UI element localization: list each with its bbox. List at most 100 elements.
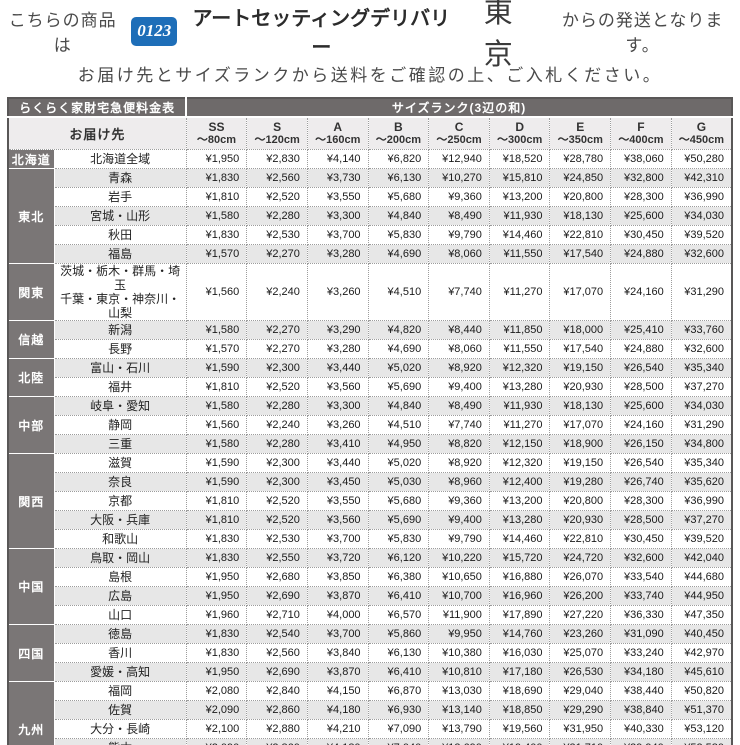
price-cell: ¥8,920 [428,453,490,473]
price-cell: ¥8,440 [428,320,490,340]
price-cell: ¥34,030 [670,396,733,416]
price-cell: ¥2,690 [246,586,308,606]
size-header-row: お届け先 SS ～80cm S ～120cm A ～160cm B ～200cm C ～250cm… [7,116,733,150]
price-cell: ¥2,520 [246,377,308,397]
price-cell: ¥17,540 [549,244,612,264]
destination-cell: 鳥取・岡山 [53,548,187,568]
table-row: 島根 ¥1,950 ¥2,680 ¥3,850 ¥6,380 ¥10,650 ¥16,880… [8,567,733,587]
price-cell: ¥2,520 [246,187,308,207]
destination-cell: 秋田 [53,225,187,245]
price-cell: ¥50,280 [670,149,733,169]
price-cell: ¥18,900 [549,434,612,454]
price-cell: ¥2,280 [246,206,308,226]
size-limit-label: ～80cm [196,134,237,146]
price-cell: ¥6,120 [367,548,430,568]
price-cell: ¥36,990 [670,187,733,207]
destination-cell: 愛媛・高知 [53,662,187,682]
price-cell: ¥18,690 [488,681,551,701]
price-cell: ¥2,270 [246,339,308,359]
price-cell: ¥10,810 [428,662,490,682]
size-limit-label: ～160cm [315,134,361,146]
price-cell: ¥2,840 [246,681,308,701]
price-cell: ¥8,060 [428,339,490,359]
price-cell: ¥4,210 [306,719,369,739]
destination-cell: 島根 [53,567,187,587]
price-cell: ¥33,540 [610,567,672,587]
table-title: らくらく家財宅急便料金表 [6,97,188,118]
price-cell: ¥3,550 [306,187,369,207]
size-rank-label: E [576,120,585,134]
price-cell: ¥12,400 [488,472,551,492]
price-cell: ¥26,200 [549,586,612,606]
price-cell: ¥13,200 [488,491,551,511]
price-cell: ¥24,160 [610,263,672,321]
price-cell: ¥31,290 [670,415,733,435]
size-column-header: F ～400cm [610,116,672,150]
price-cell: ¥39,520 [670,225,733,245]
price-cell: ¥38,840 [610,700,672,720]
price-cell: ¥9,400 [428,510,490,530]
page-header: こちらの商品は 0123 アートセッティングデリバリー 東京 からの発送となりま… [0,0,740,86]
size-rank-label: B [394,120,403,134]
price-cell: ¥5,690 [367,510,430,530]
price-cell: ¥34,800 [670,434,733,454]
price-cell: ¥11,850 [488,320,551,340]
price-cell: ¥25,070 [549,643,612,663]
price-cell: ¥6,870 [367,681,430,701]
table-row: 関西 滋賀 ¥1,590 ¥2,300 ¥3,440 ¥5,020 ¥8,920 ¥12,32… [6,453,733,549]
price-cell: ¥12,320 [488,358,551,378]
table-row: 奈良 ¥1,590 ¥2,300 ¥3,450 ¥5,030 ¥8,960 ¥12,400 ¥… [8,472,733,492]
price-cell: ¥30,450 [610,225,672,245]
price-cell: ¥8,060 [428,244,490,264]
price-cell: ¥2,530 [246,529,308,549]
table-row: 宮城・山形 ¥1,580 ¥2,280 ¥3,300 ¥4,840 ¥8,490 ¥11,9… [8,206,733,226]
price-cell: ¥35,340 [670,358,733,378]
price-cell: ¥2,520 [246,510,308,530]
price-cell: ¥11,930 [488,206,551,226]
price-cell: ¥2,560 [246,168,308,188]
price-cell: ¥6,410 [367,662,430,682]
table-title-row: らくらく家財宅急便料金表 サイズランク(3辺の和) [6,97,733,118]
price-cell: ¥2,270 [246,320,308,340]
price-cell: ¥5,020 [367,453,430,473]
destination-cell: 富山・石川 [53,358,187,378]
price-cell: ¥36,990 [670,491,733,511]
price-cell: ¥12,940 [428,149,490,169]
price-cell: ¥3,700 [306,624,369,644]
size-limit-label: ～120cm [254,134,300,146]
price-cell: ¥32,600 [610,548,672,568]
table-row: 京都 ¥1,810 ¥2,520 ¥3,550 ¥5,680 ¥9,360 ¥13,200 ¥… [8,491,733,511]
table-row: 東北 青森 ¥1,830 ¥2,560 ¥3,730 ¥6,130 ¥10,270 ¥15,8… [6,168,733,264]
price-cell: ¥25,600 [610,396,672,416]
price-cell: ¥42,970 [670,643,733,663]
price-cell: ¥2,080 [185,681,248,701]
size-rank-label: SS [208,120,225,134]
price-cell: ¥6,930 [367,700,430,720]
price-cell: ¥10,700 [428,586,490,606]
price-cell: ¥2,710 [246,605,308,625]
price-cell: ¥10,270 [428,168,490,188]
table-row: 四国 徳島 ¥1,830 ¥2,540 ¥3,700 ¥5,860 ¥9,950 ¥14,76… [6,624,733,682]
price-cell: ¥26,540 [610,358,672,378]
destination-cell: 岐阜・愛知 [53,396,187,416]
price-cell: ¥16,030 [488,643,551,663]
price-cell: ¥3,280 [306,339,369,359]
price-cell: ¥1,810 [185,510,248,530]
table-row: 秋田 ¥1,830 ¥2,530 ¥3,700 ¥5,830 ¥9,790 ¥14,460 ¥… [8,225,733,245]
price-cell: ¥1,580 [185,396,248,416]
price-cell: ¥1,590 [185,358,248,378]
table-row: 三重 ¥1,580 ¥2,280 ¥3,410 ¥4,950 ¥8,820 ¥12,150 ¥… [8,434,733,454]
price-cell: ¥13,690 [428,738,490,745]
destination-cell: 大分・長崎 [53,719,187,739]
instruction-line: お届け先とサイズランクから送料をご確認の上、ご入札ください。 [77,66,663,85]
price-cell: ¥6,380 [367,567,430,587]
destination-cell: 広島 [53,586,187,606]
table-row: 中部 岐阜・愛知 ¥1,580 ¥2,280 ¥3,300 ¥4,840 ¥8,490 ¥11… [6,396,733,454]
price-cell: ¥1,950 [185,567,248,587]
price-cell: ¥3,260 [306,415,369,435]
destination-cell: 宮城・山形 [53,206,187,226]
price-cell: ¥6,130 [367,168,430,188]
price-cell: ¥40,450 [670,624,733,644]
price-cell: ¥5,860 [367,624,430,644]
price-cell: ¥24,720 [549,548,612,568]
